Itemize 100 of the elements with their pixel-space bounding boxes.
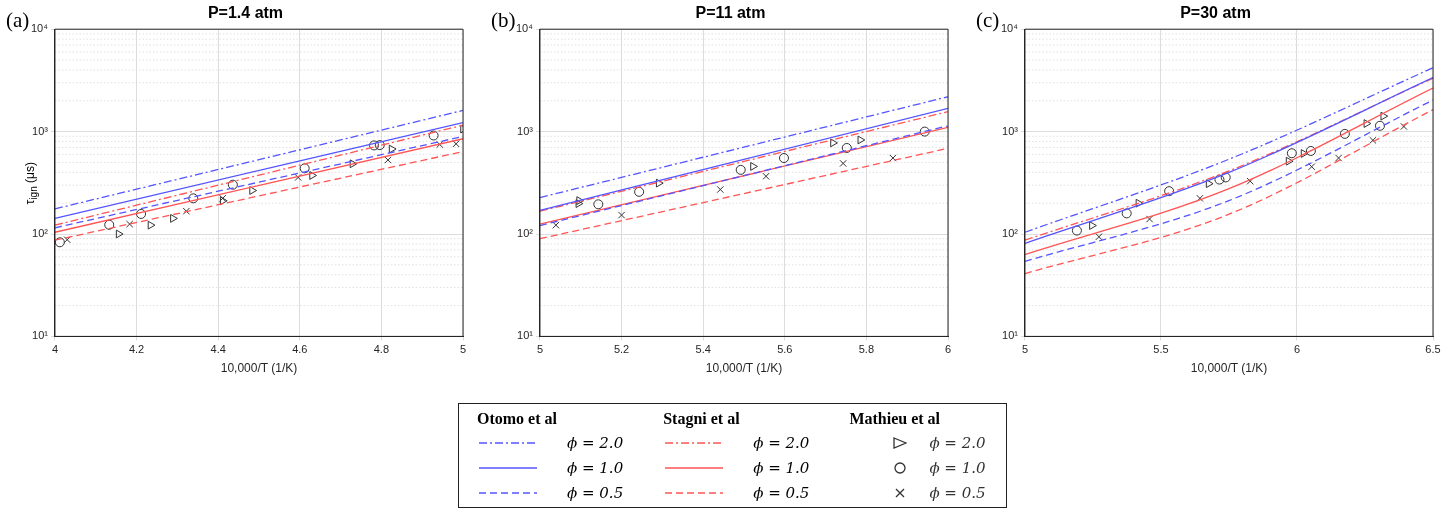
point [104,219,115,230]
point [54,237,65,248]
y-tick-label: 10¹ [1002,329,1019,342]
x-tick-label: 6.5 [1425,343,1441,356]
y-tick-label: 10³ [32,124,49,137]
legend-label: ϕ = 0.5 [753,483,810,502]
point [889,154,897,162]
point [1339,128,1350,139]
point [182,207,191,215]
legend-label: ϕ = 1.0 [753,458,810,477]
point [1363,119,1372,128]
text: (c) [976,8,1000,33]
point [1220,172,1231,183]
point [1089,221,1097,230]
point [1121,208,1132,219]
point [170,214,178,223]
text: (b) [491,8,516,33]
point [1307,163,1316,171]
x-tick-label: 6 [1293,343,1301,356]
x-tick-label: 4 [51,343,59,356]
point [634,186,645,197]
x-axis-title: 10,000/T (1/K) [220,361,298,376]
point [1285,156,1294,166]
point [575,199,584,209]
x-axis-title: 10,000/T (1/K) [1190,361,1268,376]
point [1135,198,1144,208]
text: Otomo et al [477,410,557,427]
point [750,162,758,171]
point [552,221,560,229]
point [919,126,930,137]
point [1145,215,1154,223]
point [778,153,789,164]
point [1286,148,1297,159]
x-tick-label: 5 [536,343,544,356]
y-tick-label: 10³ [517,124,534,137]
y-tick-label: 10² [517,227,534,240]
legend-label: ϕ = 0.5 [567,483,624,502]
point [857,135,866,145]
point [593,199,604,210]
text: Stagni et al [663,410,740,427]
point [1300,149,1309,158]
point [436,140,444,149]
text: (a) [6,8,30,33]
x-tick-label: 4.4 [210,343,226,356]
point [1400,122,1408,131]
point [617,211,626,219]
x-tick-label: 5.2 [613,343,630,356]
x-tick-label: 4.8 [373,343,390,356]
x-tick-label: 5.5 [1153,343,1169,356]
point [841,142,852,153]
x-tick-label: 4.6 [292,343,308,356]
chart-title: P=30 atm [1180,4,1251,22]
point [188,193,199,204]
point [218,194,227,203]
point [374,140,385,151]
y-tick-label: 10⁴ [515,22,534,35]
point [1071,225,1082,236]
point [294,173,302,182]
point [1374,120,1385,131]
point [1369,136,1377,144]
x-tick-label: 6 [944,343,952,356]
legend-label: ϕ = 0.5 [929,483,986,502]
point [1214,174,1225,185]
legend-label: ϕ = 2.0 [567,433,624,452]
y-tick-label: 10² [32,227,49,240]
point [227,179,238,190]
x-tick-label: 5 [1021,343,1029,356]
point [63,236,71,244]
point [219,196,228,206]
x-tick-label: 4.2 [128,343,145,356]
legend-label: ϕ = 2.0 [929,433,986,452]
point [115,229,124,239]
point [1334,154,1343,162]
point [1305,145,1316,156]
point [1164,186,1175,197]
point [1196,194,1204,203]
point [428,130,439,141]
point [830,138,838,148]
point [1380,111,1389,121]
y-tick-label: 10⁴ [30,22,49,35]
point [388,144,397,154]
point [452,140,460,148]
point [369,140,380,151]
point [384,156,392,164]
x-tick-label: 5.4 [695,343,711,356]
legend-label: ϕ = 1.0 [567,458,624,477]
legend-label: ϕ = 1.0 [929,458,986,477]
point [762,172,770,180]
point [136,208,147,219]
point [299,163,310,174]
y-tick-label: 10¹ [517,329,534,342]
y-tick-label: 10² [1002,227,1019,240]
legend-label: ϕ = 2.0 [753,433,810,452]
point [735,164,746,175]
y-tick-label: 10⁴ [1000,22,1019,35]
y-tick-label: 10³ [1002,124,1019,137]
point [309,171,318,180]
point [147,220,156,230]
x-tick-label: 5.8 [858,343,875,356]
chart-title: P=1.4 atm [207,4,284,22]
